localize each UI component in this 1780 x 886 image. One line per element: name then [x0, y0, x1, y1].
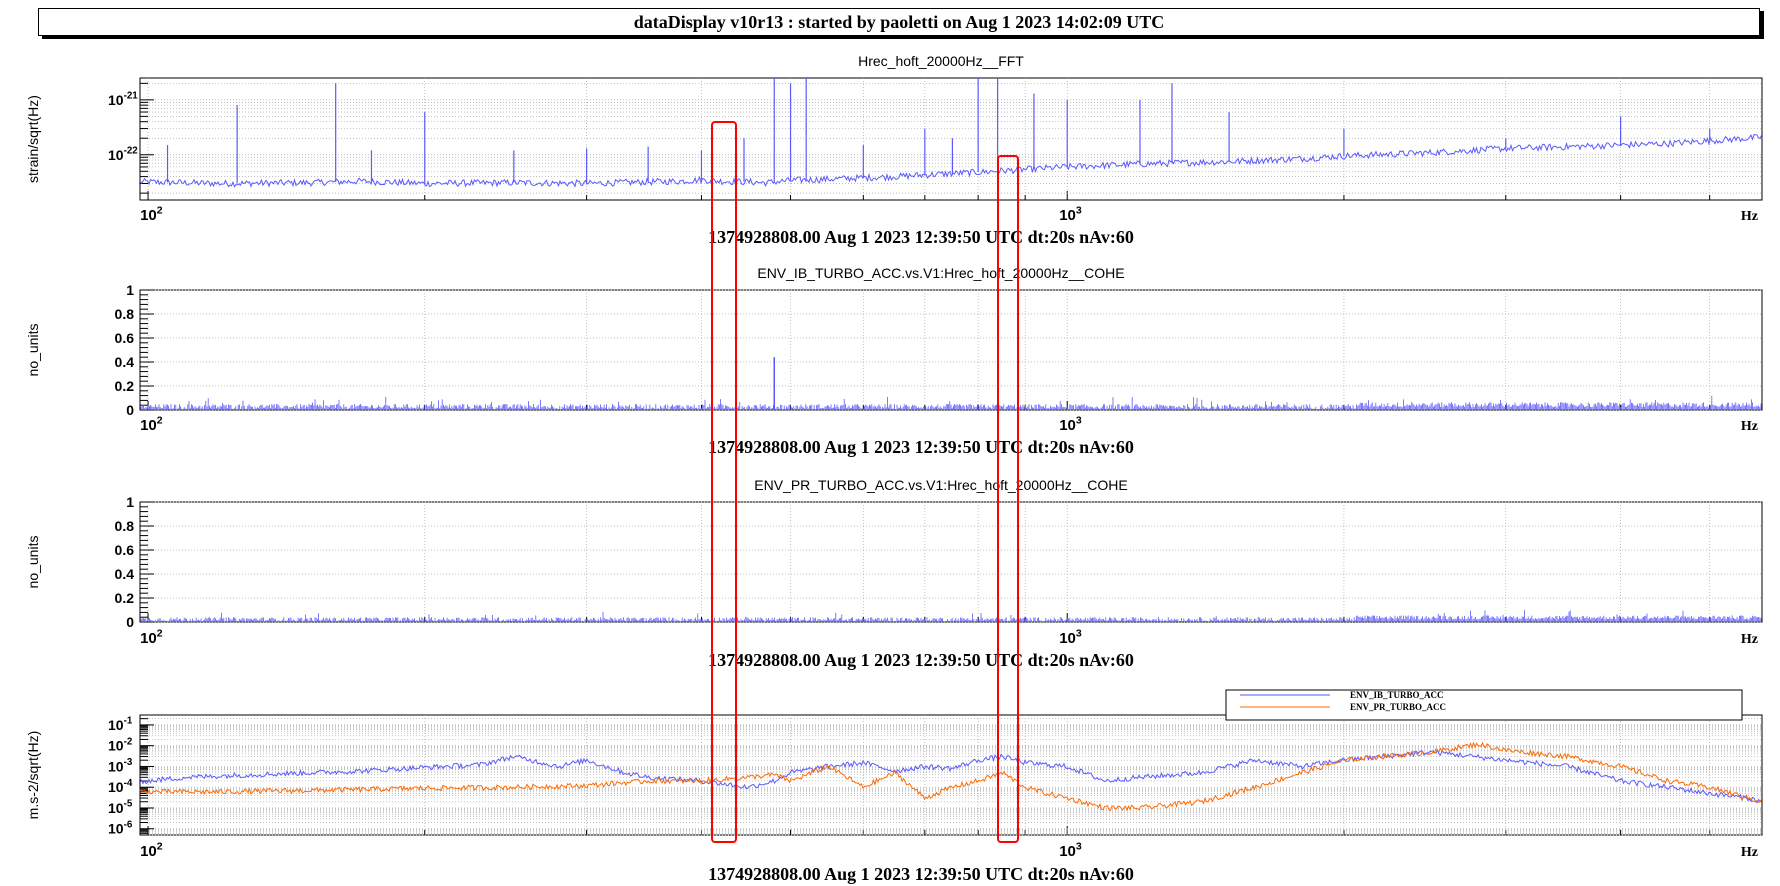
y-axis-label: m.s-2/sqrt(Hz) — [25, 731, 41, 820]
x-tick-label: 102 — [140, 627, 163, 647]
y-tick-label: 0.4 — [115, 354, 135, 370]
y-tick-label: 10-5 — [108, 799, 133, 816]
plot-frame — [139, 77, 1763, 201]
legend-entry: ENV_IB_TURBO_ACC — [1350, 690, 1444, 700]
y-tick-label: 0 — [126, 402, 134, 418]
y-tick-label: 10-1 — [108, 716, 133, 733]
page-title: dataDisplay v10r13 : started by paoletti… — [38, 8, 1760, 36]
y-axis-label: no_units — [25, 536, 41, 589]
y-tick-label: 10-6 — [108, 819, 133, 836]
y-tick-label: 0.8 — [115, 518, 135, 534]
y-grid — [140, 718, 1762, 836]
plot-area — [140, 357, 1762, 410]
x-tick-label: 103 — [1059, 204, 1082, 224]
y-tick-label: 10-3 — [108, 757, 133, 774]
series-line — [140, 134, 1762, 188]
x-tick-label: 103 — [1059, 414, 1082, 434]
series-line — [140, 741, 1762, 812]
x-tick-label: 102 — [140, 204, 163, 224]
coherence-series — [140, 610, 1762, 622]
x-tick-label: 103 — [1059, 840, 1082, 860]
x-grid — [147, 290, 1711, 410]
y-grid — [140, 289, 1762, 411]
x-axis-label: Hz — [1741, 419, 1758, 434]
y-tick-label: 0.2 — [115, 590, 135, 606]
y-tick-label: 0.6 — [115, 330, 135, 346]
y-tick-label: 0 — [126, 614, 134, 630]
plot-area — [140, 741, 1762, 812]
y-tick-label: 0.4 — [115, 566, 135, 582]
legend-entry: ENV_PR_TURBO_ACC — [1350, 702, 1446, 712]
legend: ENV_IB_TURBO_ACC ENV_PR_TURBO_ACC — [1225, 689, 1743, 721]
y-tick-label: 10-22 — [108, 145, 138, 162]
y-tick-label: 10-2 — [108, 736, 133, 753]
chart-title: ENV_IB_TURBO_ACC.vs.V1:Hrec_hoft_20000Hz… — [757, 265, 1124, 281]
x-axis-label: Hz — [1741, 845, 1758, 860]
series-line — [140, 748, 1762, 804]
y-tick-label: 0.2 — [115, 378, 135, 394]
x-grid — [147, 502, 1711, 622]
chart-title: Hrec_hoft_20000Hz__FFT — [858, 53, 1024, 69]
y-tick-label: 0.8 — [115, 306, 135, 322]
chart-title: ENV_PR_TURBO_ACC.vs.V1:Hrec_hoft_20000Hz… — [754, 477, 1128, 493]
chart-panel-4: 10-6 10-5 10-4 10-3 10-2 10-1 102 103 Hz m.s-2/sq… — [25, 689, 1763, 884]
plot-area — [140, 78, 1762, 188]
plot-frame — [139, 501, 1763, 623]
timestamp-label: 1374928808.00 Aug 1 2023 12:39:50 UTC dt… — [708, 864, 1134, 884]
x-axis-label: Hz — [1741, 209, 1758, 224]
highlight-box-2 — [997, 155, 1019, 843]
timestamp-label: 1374928808.00 Aug 1 2023 12:39:50 UTC dt… — [708, 227, 1134, 247]
plot-frame — [139, 289, 1763, 411]
x-axis-label: Hz — [1741, 632, 1758, 647]
timestamp-label: 1374928808.00 Aug 1 2023 12:39:50 UTC dt… — [708, 650, 1134, 670]
plot-area — [140, 610, 1762, 622]
y-tick-label: 10-4 — [108, 778, 133, 795]
y-tick-label: 0.6 — [115, 542, 135, 558]
timestamp-label: 1374928808.00 Aug 1 2023 12:39:50 UTC dt… — [708, 437, 1134, 457]
x-tick-label: 102 — [140, 840, 163, 860]
chart-panel-2: 0 0.2 0.4 0.6 0.8 1 102 103 Hz no_units ENV_IB_TUR… — [25, 265, 1763, 457]
y-tick-label: 10-21 — [108, 91, 138, 108]
x-tick-label: 102 — [140, 414, 163, 434]
y-axis-label: strain/sqrt(Hz) — [25, 95, 41, 183]
chart-panel-3: 0 0.2 0.4 0.6 0.8 1 102 103 Hz no_units ENV_PR_TUR… — [25, 477, 1763, 670]
y-grid — [140, 82, 1762, 194]
y-tick-label: 1 — [126, 494, 134, 510]
coherence-series — [140, 395, 1762, 410]
y-axis-label: no_units — [25, 324, 41, 377]
highlight-box-1 — [711, 121, 737, 843]
chart-panel-1: 10-22 10-21 102 103 Hz strain/sqrt(Hz) Hrec_ho… — [25, 53, 1763, 247]
x-tick-label: 103 — [1059, 627, 1082, 647]
y-tick-label: 1 — [126, 282, 134, 298]
